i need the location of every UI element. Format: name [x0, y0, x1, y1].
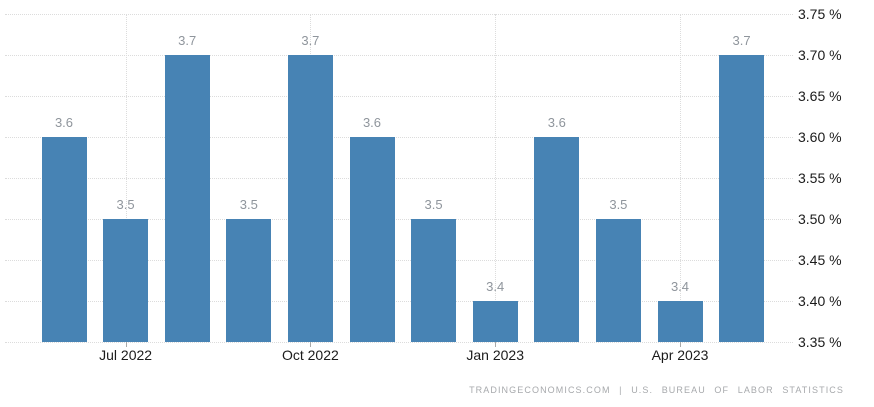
y-axis-tick-label: 3.45 %	[798, 252, 842, 268]
bar[interactable]	[657, 301, 703, 342]
bar[interactable]	[534, 137, 580, 342]
bar[interactable]	[41, 137, 87, 342]
gridline-horizontal	[5, 342, 793, 343]
bar-value-label: 3.6	[547, 115, 566, 130]
x-axis-tick-label: Jan 2023	[466, 347, 524, 363]
y-axis-tick-label: 3.70 %	[798, 47, 842, 63]
bar[interactable]	[349, 137, 395, 342]
x-axis-tick-label: Apr 2023	[651, 347, 709, 363]
y-axis-tick-label: 3.65 %	[798, 88, 842, 104]
bar-value-label: 3.7	[301, 33, 320, 48]
bar-value-label: 3.5	[609, 197, 628, 212]
bar[interactable]	[287, 55, 333, 342]
gridline-horizontal	[5, 96, 793, 97]
bar[interactable]	[472, 301, 518, 342]
bar-value-label: 3.7	[178, 33, 197, 48]
gridline-vertical	[680, 14, 681, 342]
gridline-vertical	[495, 14, 497, 342]
x-axis-tick-label: Jul 2022	[99, 347, 153, 363]
bar-value-label: 3.4	[670, 279, 690, 294]
x-axis-tick-mark	[495, 342, 497, 347]
gridline-horizontal	[5, 137, 793, 138]
gridline-horizontal	[5, 55, 793, 56]
bar-value-label: 3.5	[116, 197, 135, 212]
x-axis-tick-mark	[680, 342, 681, 347]
bar[interactable]	[411, 219, 457, 342]
gridline-horizontal	[5, 178, 793, 179]
bar-value-label: 3.7	[732, 33, 751, 48]
y-axis-tick-label: 3.50 %	[798, 211, 842, 227]
bar-value-label: 3.6	[362, 115, 382, 130]
y-axis-tick-label: 3.40 %	[798, 293, 842, 309]
bar-value-label: 3.5	[424, 197, 443, 212]
gridline-horizontal	[5, 301, 793, 302]
bar[interactable]	[164, 55, 210, 342]
bar[interactable]	[595, 219, 641, 342]
x-axis-tick-mark	[310, 342, 312, 347]
x-axis-tick-label: Oct 2022	[281, 347, 339, 363]
bar-value-label: 3.6	[54, 115, 74, 130]
x-axis-tick-mark	[125, 342, 127, 347]
bar-value-label: 3.5	[239, 197, 258, 212]
y-axis-tick-label: 3.55 %	[798, 170, 842, 186]
gridline-horizontal	[5, 219, 793, 220]
gridline-vertical	[125, 14, 127, 342]
bar[interactable]	[719, 55, 765, 342]
y-axis-tick-label: 3.35 %	[798, 334, 842, 350]
y-axis-tick-label: 3.75 %	[798, 6, 842, 22]
bar[interactable]	[226, 219, 272, 342]
attribution-text: TRADINGECONOMICS.COM | U.S. BUREAU OF LA…	[469, 385, 844, 395]
bar[interactable]	[103, 219, 149, 342]
gridline-horizontal	[5, 260, 793, 261]
y-axis-tick-label: 3.60 %	[798, 129, 842, 145]
bar-value-label: 3.4	[486, 279, 505, 294]
gridline-horizontal	[5, 14, 793, 15]
